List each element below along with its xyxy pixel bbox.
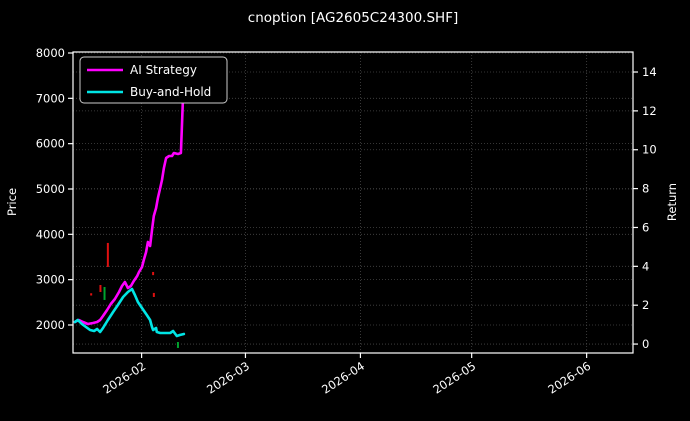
return-tick-label: 2 [642, 298, 649, 312]
price-tick-label: 3000 [36, 273, 65, 287]
legend-label-buy-and-hold: Buy-and-Hold [130, 85, 211, 99]
grid-lines [73, 52, 633, 353]
price-tick-label: 6000 [36, 137, 65, 151]
date-tick-label: 2026-06 [545, 359, 593, 397]
date-tick-label: 2026-04 [319, 359, 367, 397]
buy-and-hold-line [73, 287, 186, 338]
legend-label-ai-strategy: AI Strategy [130, 63, 197, 77]
axis-ticks [68, 52, 638, 358]
return-tick-label: 10 [642, 143, 657, 157]
ai-strategy-line [73, 61, 186, 326]
return-tick-label: 12 [642, 104, 657, 118]
date-tick-label: 2026-05 [430, 359, 478, 397]
date-tick-label: 2026-03 [204, 359, 252, 397]
price-tick-label: 5000 [36, 182, 65, 196]
price-tick-label: 7000 [36, 91, 65, 105]
right-axis-label: Return [665, 183, 679, 221]
date-tick-label: 2026-02 [100, 359, 148, 397]
return-tick-label: 14 [642, 65, 657, 79]
legend: AI Strategy Buy-and-Hold [79, 56, 228, 104]
data-series-lines [73, 61, 186, 338]
trade-signal-marks [90, 242, 179, 348]
plot-area-border [72, 51, 634, 354]
price-tick-label: 8000 [36, 46, 65, 60]
price-tick-label: 2000 [36, 318, 65, 332]
chart-title: cnoption [AG2605C24300.SHF] [248, 10, 458, 26]
return-tick-label: 8 [642, 182, 649, 196]
return-tick-label: 4 [642, 259, 649, 273]
return-tick-label: 6 [642, 220, 649, 234]
return-tick-label: 0 [642, 337, 649, 351]
price-tick-label: 4000 [36, 227, 65, 241]
left-axis-label: Price [5, 188, 19, 216]
